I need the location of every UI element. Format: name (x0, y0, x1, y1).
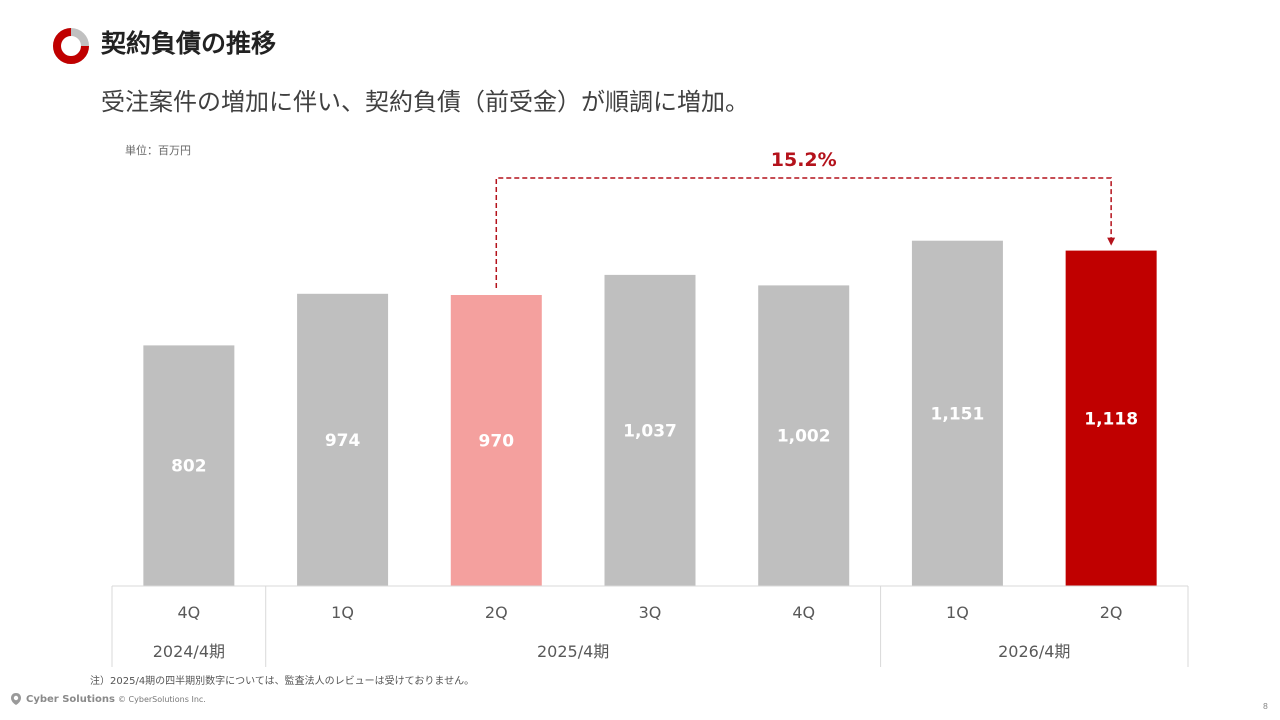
x-tick-label: 2Q (1100, 603, 1123, 622)
x-tick-label: 4Q (177, 603, 200, 622)
fiscal-year-label: 2024/4期 (153, 642, 225, 661)
footnote: 注）2025/4期の四半期別数字については、監査法人のレビューは受けておりません… (90, 676, 475, 687)
bar-value-label: 974 (325, 431, 361, 451)
bar-value-label: 1,151 (931, 404, 985, 424)
page-number: 8 (1262, 702, 1268, 711)
bar (450, 295, 542, 586)
bar (1065, 250, 1157, 586)
x-tick-label: 1Q (946, 603, 969, 622)
bar (297, 293, 389, 586)
bar-value-label: 1,002 (777, 427, 831, 447)
bar-value-label: 970 (479, 432, 515, 452)
bar (758, 285, 850, 586)
brand-logo-icon (11, 693, 21, 705)
bar (911, 240, 1003, 586)
fiscal-year-label: 2026/4期 (998, 642, 1070, 661)
company-logo-ring-icon (53, 28, 89, 64)
copyright: © CyberSolutions Inc. (118, 695, 206, 704)
x-tick-label: 2Q (485, 603, 508, 622)
brand-name: Cyber Solutions (26, 693, 115, 705)
fiscal-year-label: 2025/4期 (537, 642, 609, 661)
bar-value-label: 802 (171, 457, 207, 477)
x-tick-label: 4Q (792, 603, 815, 622)
bar-value-label: 1,037 (623, 421, 677, 441)
growth-annotation-line (495, 177, 1112, 288)
bar (143, 345, 235, 586)
bar-value-label: 1,118 (1084, 409, 1138, 429)
x-tick-label: 3Q (639, 603, 662, 622)
x-tick-label: 1Q (331, 603, 354, 622)
growth-annotation-arrow-icon (1107, 237, 1116, 246)
page-title: 契約負債の推移 (101, 29, 277, 58)
bar (604, 274, 696, 586)
unit-label: 単位：百万円 (125, 144, 191, 157)
footer-brand: Cyber Solutions (10, 692, 115, 706)
page-subtitle: 受注案件の増加に伴い、契約負債（前受金）が順調に増加。 (101, 88, 749, 116)
growth-rate-label: 15.2% (771, 149, 837, 171)
